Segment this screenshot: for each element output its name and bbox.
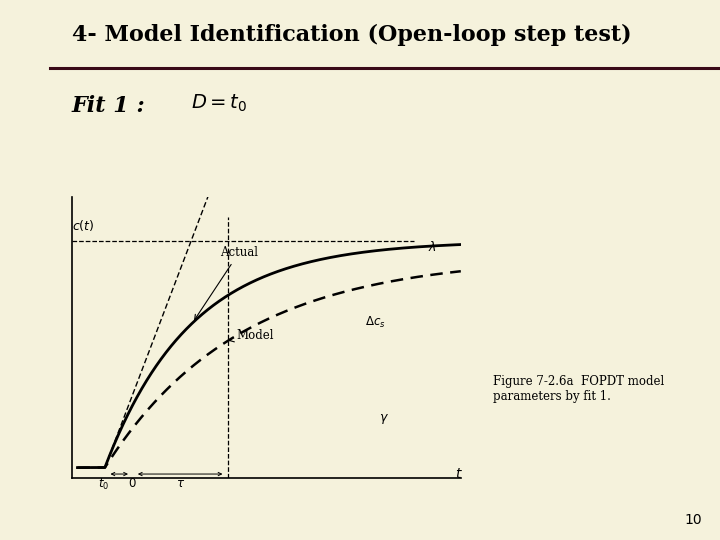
Text: Actual: Actual [194, 246, 258, 320]
Text: $c(t)$: $c(t)$ [72, 218, 94, 233]
Text: Figure 7-2.6a  FOPDT model
parameters by fit 1.: Figure 7-2.6a FOPDT model parameters by … [493, 375, 665, 403]
Text: Fit 1 :: Fit 1 : [72, 94, 145, 117]
Text: $\Delta c_s$: $\Delta c_s$ [365, 315, 386, 330]
Text: $\lambda$: $\lambda$ [428, 240, 436, 254]
Text: $\gamma$: $\gamma$ [379, 412, 389, 426]
Text: $0$: $0$ [128, 477, 137, 490]
Text: $\tau$: $\tau$ [176, 477, 185, 490]
Text: $t$: $t$ [455, 467, 463, 481]
Text: $t_0$: $t_0$ [98, 477, 109, 492]
Text: Model: Model [229, 329, 274, 342]
Text: 10: 10 [685, 512, 702, 526]
Text: 4- Model Identification (Open-loop step test): 4- Model Identification (Open-loop step … [72, 24, 631, 46]
Text: $D = t_0$: $D = t_0$ [191, 93, 247, 114]
